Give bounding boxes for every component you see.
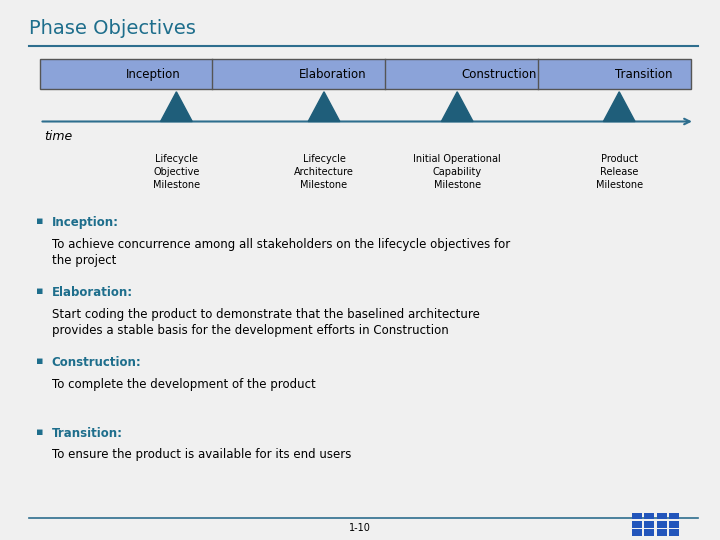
Text: ▪: ▪ <box>36 216 43 226</box>
Text: Transition: Transition <box>615 68 672 81</box>
Text: To achieve concurrence among all stakeholders on the lifecycle objectives for
th: To achieve concurrence among all stakeho… <box>52 238 510 267</box>
Text: Initial Operational
Capability
Milestone: Initial Operational Capability Milestone <box>413 154 501 190</box>
Bar <box>657 521 667 528</box>
Text: To complete the development of the product: To complete the development of the produ… <box>52 378 315 391</box>
Text: Elaboration: Elaboration <box>299 68 366 81</box>
Text: 1-10: 1-10 <box>349 523 371 533</box>
Text: Construction:: Construction: <box>52 356 142 369</box>
Text: Elaboration:: Elaboration: <box>52 286 133 299</box>
Bar <box>40 59 691 89</box>
Bar <box>657 529 667 536</box>
Bar <box>669 513 679 519</box>
Text: Lifecycle
Architecture
Milestone: Lifecycle Architecture Milestone <box>294 154 354 190</box>
Bar <box>657 513 667 519</box>
Text: Construction: Construction <box>462 68 537 81</box>
Bar <box>632 513 642 519</box>
Bar <box>632 521 642 528</box>
Bar <box>669 529 679 536</box>
Polygon shape <box>441 92 473 122</box>
Text: ▪: ▪ <box>36 427 43 437</box>
Text: To ensure the product is available for its end users: To ensure the product is available for i… <box>52 448 351 461</box>
Bar <box>644 513 654 519</box>
Text: Lifecycle
Objective
Milestone: Lifecycle Objective Milestone <box>153 154 200 190</box>
Bar <box>644 521 654 528</box>
Text: Transition:: Transition: <box>52 427 123 440</box>
Bar <box>632 529 642 536</box>
Text: time: time <box>45 130 73 143</box>
Polygon shape <box>308 92 340 122</box>
Text: Inception: Inception <box>126 68 181 81</box>
Bar <box>644 529 654 536</box>
Polygon shape <box>603 92 635 122</box>
Text: ▪: ▪ <box>36 356 43 367</box>
Text: Phase Objectives: Phase Objectives <box>29 19 196 38</box>
Bar <box>669 521 679 528</box>
Text: Inception:: Inception: <box>52 216 119 229</box>
Text: Product
Release
Milestone: Product Release Milestone <box>595 154 643 190</box>
Text: ▪: ▪ <box>36 286 43 296</box>
Text: Start coding the product to demonstrate that the baselined architecture
provides: Start coding the product to demonstrate … <box>52 308 480 338</box>
Polygon shape <box>161 92 192 122</box>
